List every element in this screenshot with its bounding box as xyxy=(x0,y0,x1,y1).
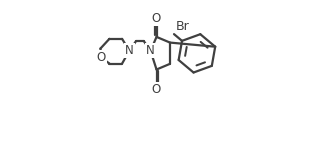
Text: O: O xyxy=(152,83,161,96)
Text: O: O xyxy=(152,12,161,25)
Text: N: N xyxy=(146,44,155,57)
Text: O: O xyxy=(97,51,106,64)
Text: Br: Br xyxy=(175,20,189,33)
Text: N: N xyxy=(125,44,134,57)
